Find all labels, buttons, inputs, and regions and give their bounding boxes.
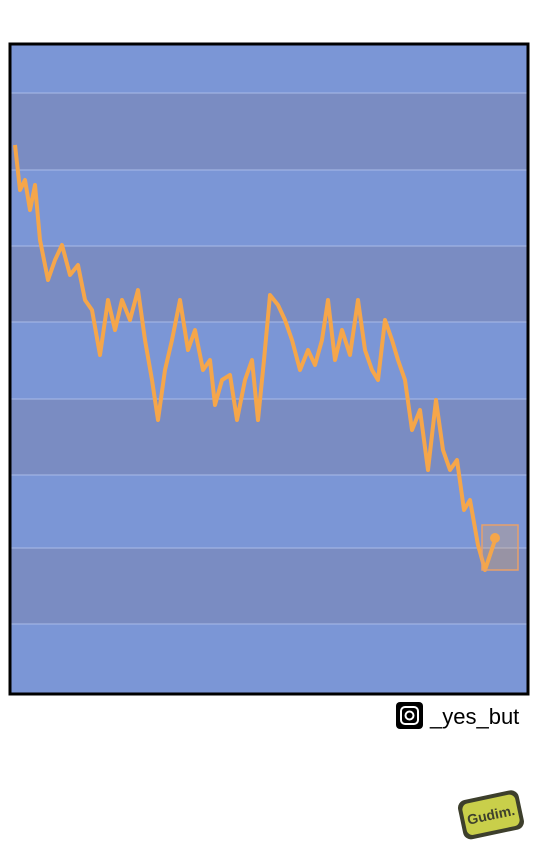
- dark-band: [10, 548, 528, 624]
- handle: _yes_but: [429, 704, 519, 729]
- panel-border: [8, 42, 530, 696]
- icon-lens: [404, 710, 415, 721]
- highlight-box: [481, 524, 519, 571]
- logo-inner: [462, 794, 520, 835]
- gudim-logo: Gudim.: [457, 790, 524, 840]
- chart-background: [10, 44, 528, 694]
- price-line: [13, 144, 497, 572]
- dark-band: [10, 399, 528, 475]
- dark-band: [10, 93, 528, 170]
- band-lines: [10, 92, 528, 625]
- current-point: [490, 533, 500, 543]
- icon-frame: [400, 706, 419, 725]
- instagram-icon: [396, 702, 423, 729]
